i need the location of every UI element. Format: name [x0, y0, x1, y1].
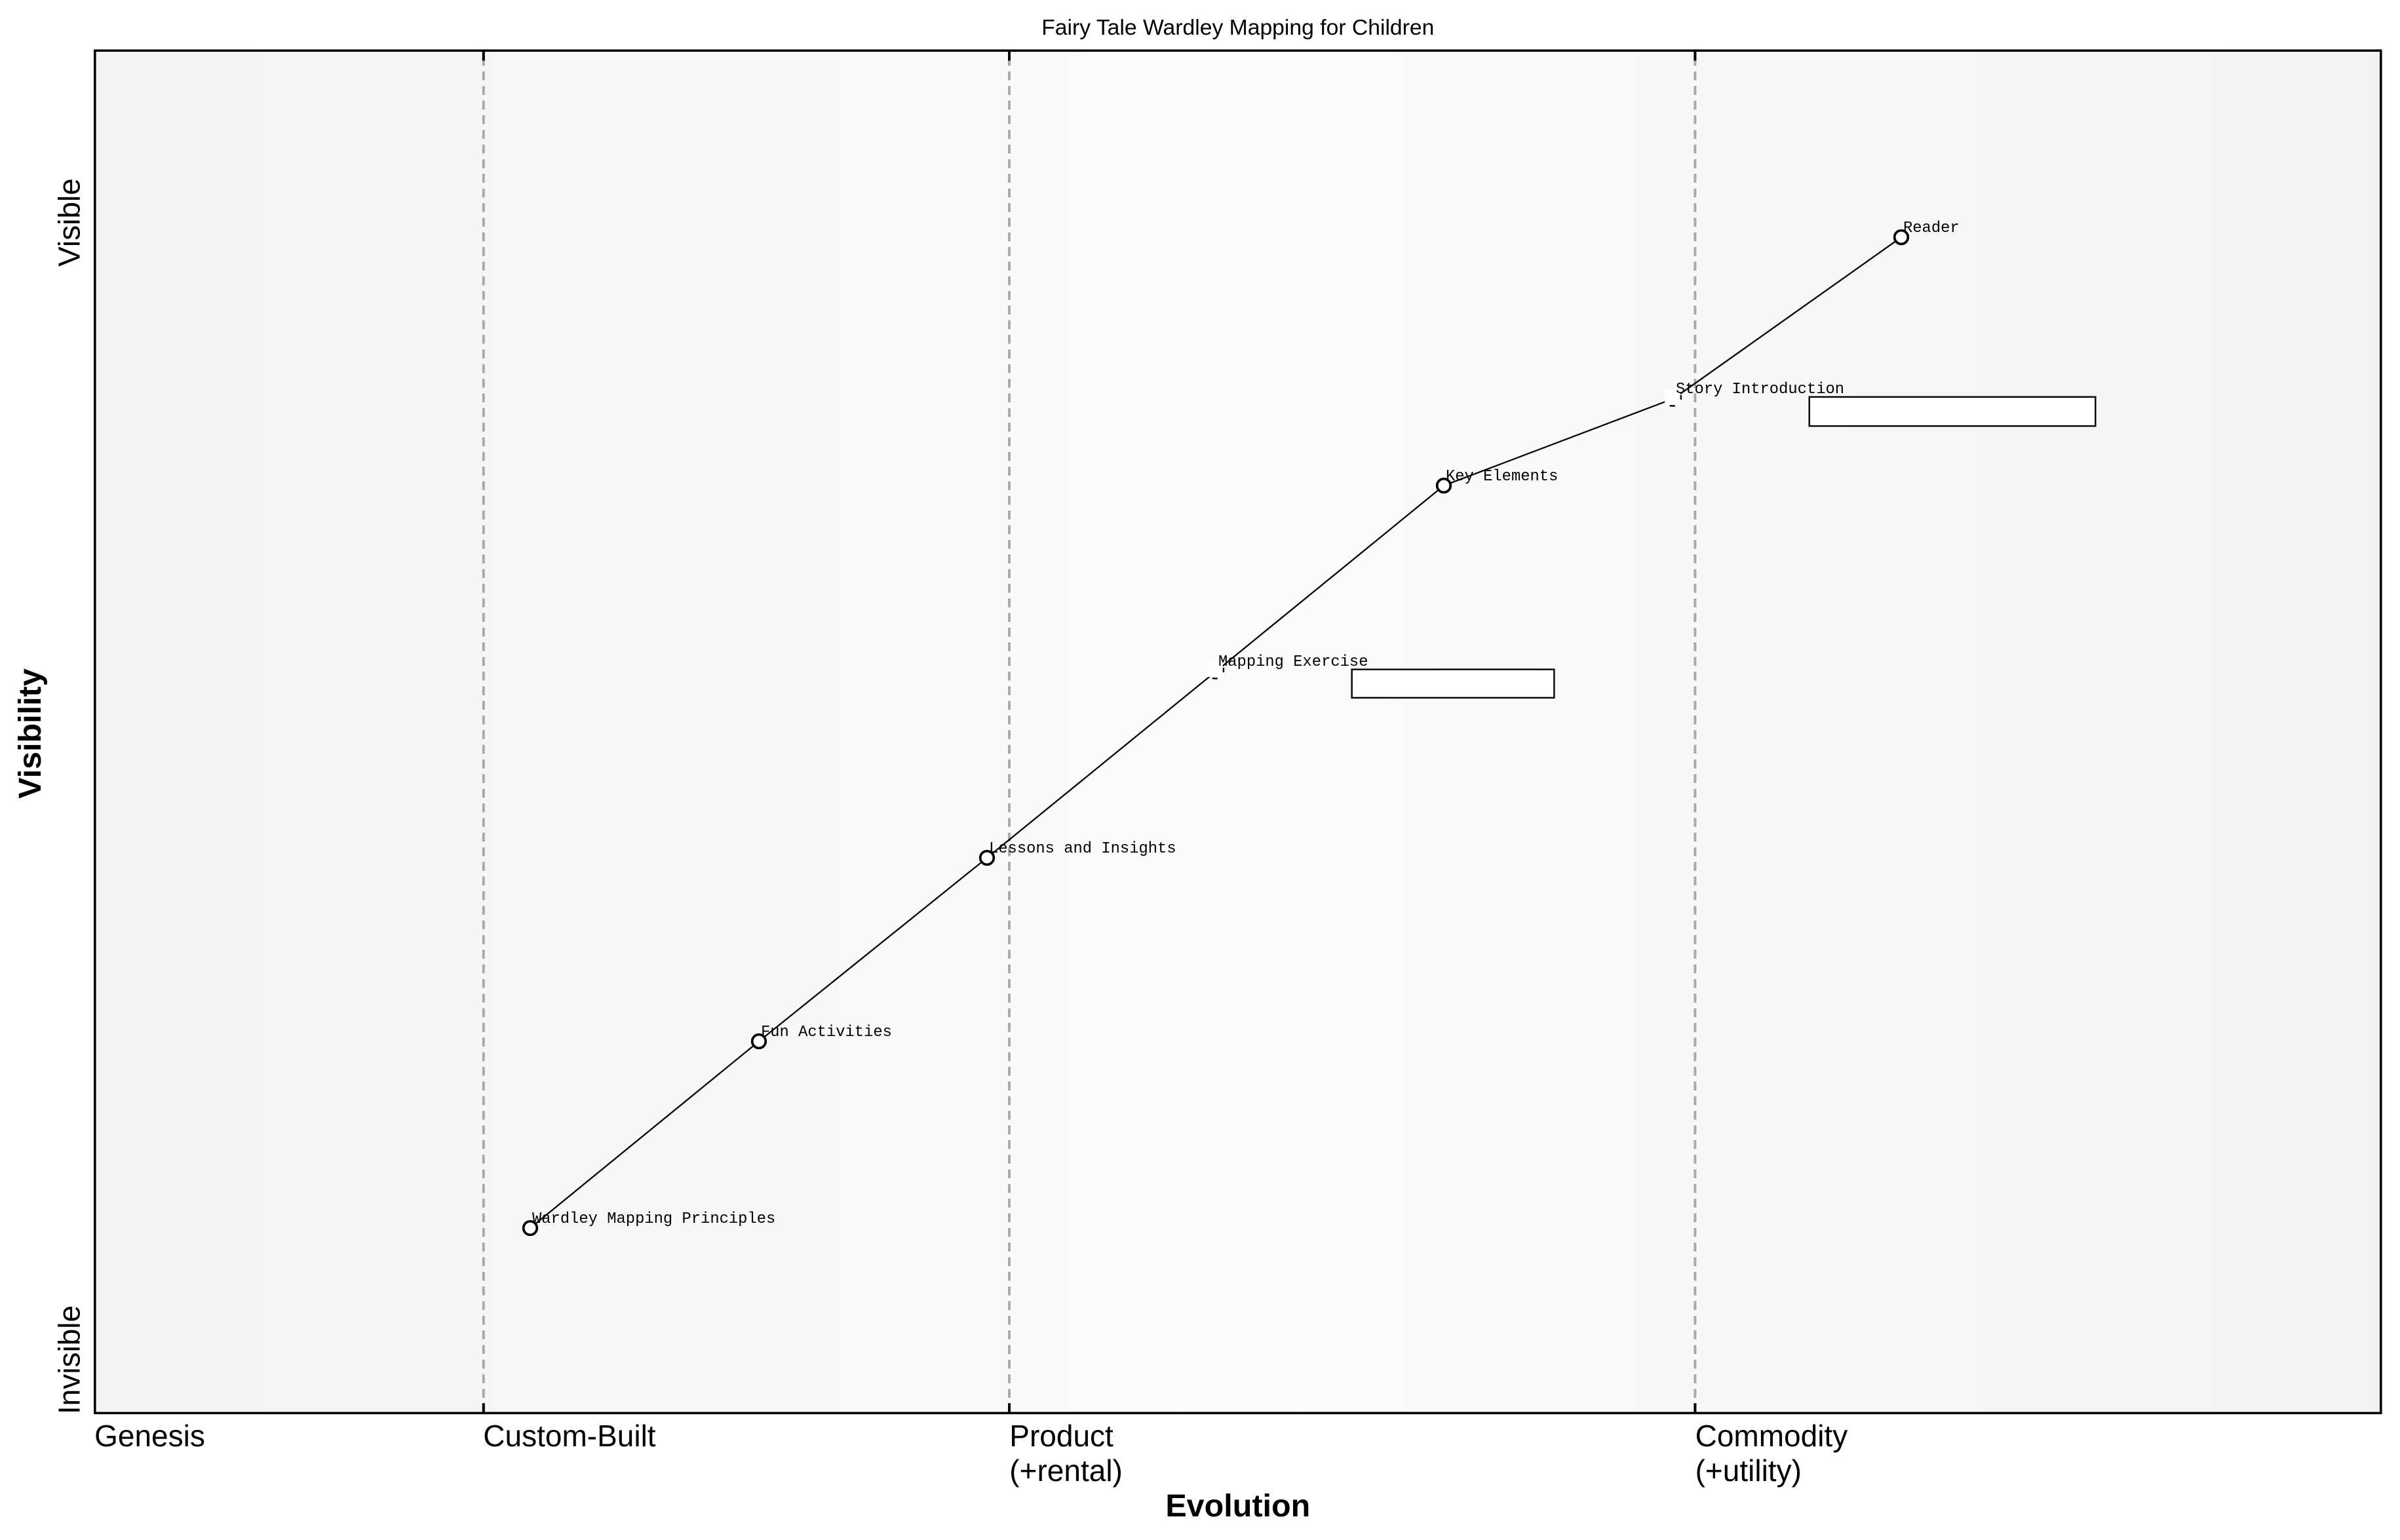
svg-text:Invisible: Invisible: [52, 1305, 87, 1414]
svg-text:Fun Activities: Fun Activities: [761, 1024, 892, 1041]
svg-text:Visible: Visible: [52, 178, 87, 267]
svg-text:(+rental): (+rental): [1009, 1453, 1123, 1488]
svg-text:Visibility: Visibility: [12, 668, 48, 799]
svg-text:Mapping Exercise: Mapping Exercise: [1218, 653, 1368, 671]
svg-text:(+utility): (+utility): [1695, 1453, 1802, 1488]
svg-text:Product: Product: [1009, 1419, 1113, 1453]
svg-text:Reader: Reader: [1903, 220, 1960, 237]
svg-text:Story Introduction: Story Introduction: [1676, 381, 1844, 398]
svg-text:Genesis: Genesis: [94, 1419, 205, 1453]
svg-text:Fairy Tale Wardley Mapping for: Fairy Tale Wardley Mapping for Children: [1041, 15, 1434, 40]
svg-text:Lessons and Insights: Lessons and Insights: [989, 840, 1176, 858]
svg-text:Evolution: Evolution: [1165, 1488, 1310, 1524]
svg-text:Commodity: Commodity: [1695, 1419, 1848, 1453]
svg-text:Wardley Mapping Principles: Wardley Mapping Principles: [532, 1210, 775, 1228]
svg-text:Custom-Built: Custom-Built: [483, 1419, 656, 1453]
svg-text:Key Elements: Key Elements: [1446, 468, 1558, 486]
